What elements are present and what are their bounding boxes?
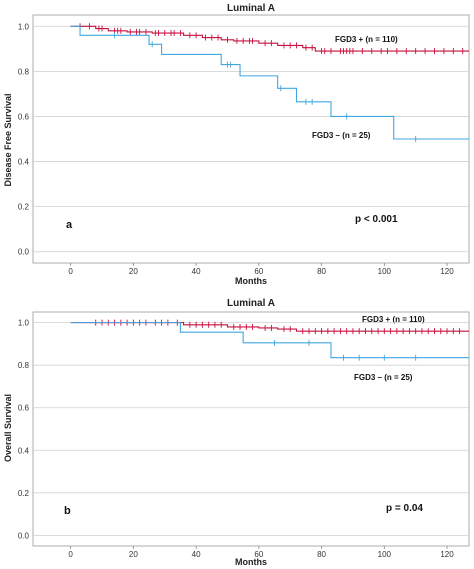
panel-b-letter: b [64,505,71,517]
panel-a-series [70,23,469,142]
panel-b-grid [33,322,469,536]
panel-a-letter: a [66,219,73,231]
y-tick-label: 1.0 [18,319,30,328]
panel-b-p-value: p = 0.04 [386,503,423,514]
y-tick-label: 0.0 [18,248,30,257]
panel-a-grid [33,25,469,253]
panel-b-legend-pos: FGD3 + (n = 110) [362,315,425,324]
x-tick-label: 80 [317,550,326,559]
panel-b-plot-area [32,311,470,547]
x-tick-label: 40 [192,550,201,559]
x-tick-label: 60 [254,550,263,559]
x-tick-label: 40 [192,267,201,276]
fgd3-positive-curve [70,322,469,332]
x-tick-label: 120 [440,550,454,559]
panel-b: Luminal A Months Overall Survival b p = … [3,298,470,567]
x-tick-label: 100 [378,550,392,559]
x-tick-label: 120 [440,267,454,276]
panel-a: Luminal A Months Disease Free Survival a… [3,3,470,286]
panel-a-x-axis-label: Months [235,276,267,286]
panel-b-ticks: 0.0 0.2 0.4 0.6 0.8 1.0 0 20 40 60 80 100 120 [18,319,454,559]
panel-a-legend-neg: FGD3 – (n = 25) [312,131,371,140]
panel-a-legend-pos: FGD3 + (n = 110) [335,35,398,44]
y-tick-label: 0.8 [18,67,30,76]
y-tick-label: 0.6 [18,112,30,121]
panel-a-y-axis-label: Disease Free Survival [3,93,13,186]
fgd3-negative-curve [70,322,469,359]
y-tick-label: 0.2 [18,489,30,498]
y-tick-label: 0.4 [18,158,30,167]
y-tick-label: 1.0 [18,22,30,31]
x-tick-label: 80 [317,267,326,276]
y-tick-label: 0.4 [18,446,30,455]
y-tick-label: 0.2 [18,203,30,212]
y-tick-label: 0.8 [18,361,30,370]
x-tick-label: 100 [378,267,392,276]
x-tick-label: 20 [129,267,138,276]
panel-a-p-value: p < 0.001 [355,214,398,225]
panel-a-ticks: 0.0 0.2 0.4 0.6 0.8 1.0 0 20 40 60 80 100 120 [18,22,454,276]
panel-b-title: Luminal A [227,298,275,309]
x-tick-label: 60 [254,267,263,276]
panel-a-title: Luminal A [227,3,275,14]
panel-b-y-axis-label: Overall Survival [3,394,13,462]
panel-b-series [70,319,469,361]
y-tick-label: 0.0 [18,531,30,540]
x-tick-label: 20 [129,550,138,559]
y-tick-label: 0.6 [18,404,30,413]
x-tick-label: 0 [68,550,73,559]
fgd3-negative-curve [70,25,469,140]
panel-b-legend-neg: FGD3 – (n = 25) [354,373,413,382]
x-tick-label: 0 [68,267,73,276]
panel-b-x-axis-label: Months [235,557,267,567]
